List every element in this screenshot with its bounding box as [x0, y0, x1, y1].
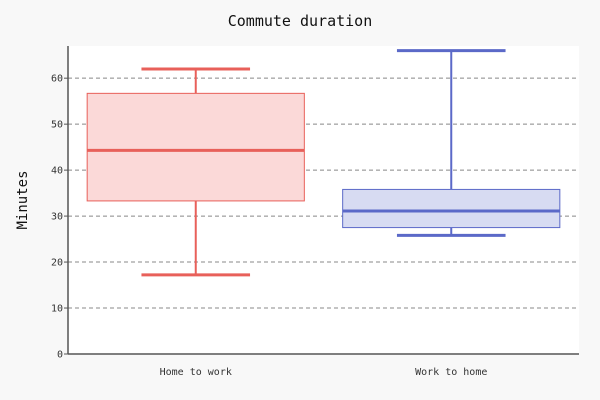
chart-title: Commute duration	[228, 12, 373, 30]
x-tick-label: Home to work	[160, 367, 232, 378]
y-tick-label: 60	[51, 74, 63, 85]
axes	[67, 46, 579, 355]
y-tick-label: 40	[51, 166, 63, 177]
y-axis-label: Minutes	[15, 170, 31, 229]
x-tick-label: Work to home	[415, 367, 487, 378]
y-tick-label: 50	[51, 120, 63, 131]
iqr-box	[342, 188, 561, 229]
box-1	[86, 67, 305, 277]
y-tick-label: 30	[51, 212, 63, 223]
y-tick-label: 0	[57, 350, 63, 361]
y-tick-labels: 0 10 20 30 40 50 60	[51, 74, 68, 361]
box-series	[86, 49, 561, 277]
iqr-box	[86, 92, 305, 202]
box-2	[342, 49, 561, 237]
y-tick-label: 10	[51, 304, 63, 315]
y-tick-label: 20	[51, 258, 63, 269]
x-tick-labels: Home to work Work to home	[160, 367, 488, 378]
